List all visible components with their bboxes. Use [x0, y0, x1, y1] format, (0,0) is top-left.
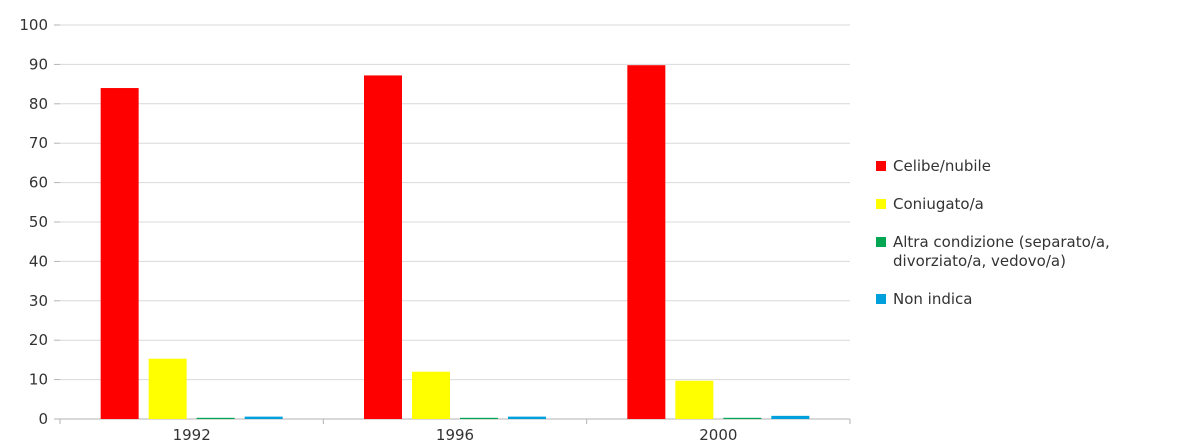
- bar-non-2000: [771, 415, 810, 419]
- y-tick-label: 60: [29, 174, 48, 192]
- bar-altra-2000: [723, 417, 762, 419]
- legend-item: Altra condizione (separato/a,divorziato/…: [876, 233, 1110, 270]
- legend-item: Celibe/nubile: [876, 157, 991, 175]
- bar-coniugatoa-2000: [675, 380, 714, 419]
- legend-label: Non indica: [893, 290, 972, 308]
- gridlines: [60, 24, 850, 420]
- y-tick-label: 0: [38, 410, 48, 428]
- bar-non-1996: [508, 416, 546, 419]
- y-tick-label: 80: [29, 95, 48, 113]
- y-tick-label: 20: [29, 331, 48, 349]
- bar-celibenubile-1992: [100, 88, 139, 419]
- legend-item: Coniugato/a: [876, 195, 984, 213]
- x-axis: 1992 1996 2000: [59, 419, 851, 444]
- legend-label: Altra condizione (separato/a,: [893, 233, 1110, 251]
- bar-non-1992: [244, 416, 283, 419]
- bar-coniugatoa-1996: [412, 371, 450, 419]
- y-axis: 0 10 20 30 40 50 60 70 80 90 100: [19, 16, 60, 428]
- bars: [100, 65, 810, 420]
- legend-label: divorziato/a, vedovo/a): [893, 252, 1066, 270]
- x-tick-label: 1996: [436, 426, 474, 444]
- legend-swatch: [876, 237, 886, 247]
- legend-item: Non indica: [876, 290, 972, 308]
- y-tick-label: 10: [29, 371, 48, 389]
- y-tick-label: 30: [29, 292, 48, 310]
- y-tick-label: 40: [29, 252, 48, 270]
- y-tick-label: 100: [19, 16, 48, 34]
- bar-coniugatoa-1992: [148, 358, 187, 419]
- bar-altra-1996: [460, 417, 498, 419]
- y-tick-label: 90: [29, 55, 48, 73]
- x-tick-label: 2000: [699, 426, 737, 444]
- legend-swatch: [876, 199, 886, 209]
- legend-label: Coniugato/a: [893, 195, 984, 213]
- bar-celibenubile-1996: [364, 75, 402, 419]
- y-tick-label: 70: [29, 134, 48, 152]
- legend-swatch: [876, 161, 886, 171]
- bar-celibenubile-2000: [627, 65, 666, 420]
- y-tick-label: 50: [29, 213, 48, 231]
- legend-swatch: [876, 294, 886, 304]
- legend: Celibe/nubile Coniugato/a Altra condizione…: [876, 157, 1110, 308]
- bar-altra-1992: [196, 417, 235, 419]
- legend-label: Celibe/nubile: [893, 157, 991, 175]
- x-tick-label: 1992: [173, 426, 211, 444]
